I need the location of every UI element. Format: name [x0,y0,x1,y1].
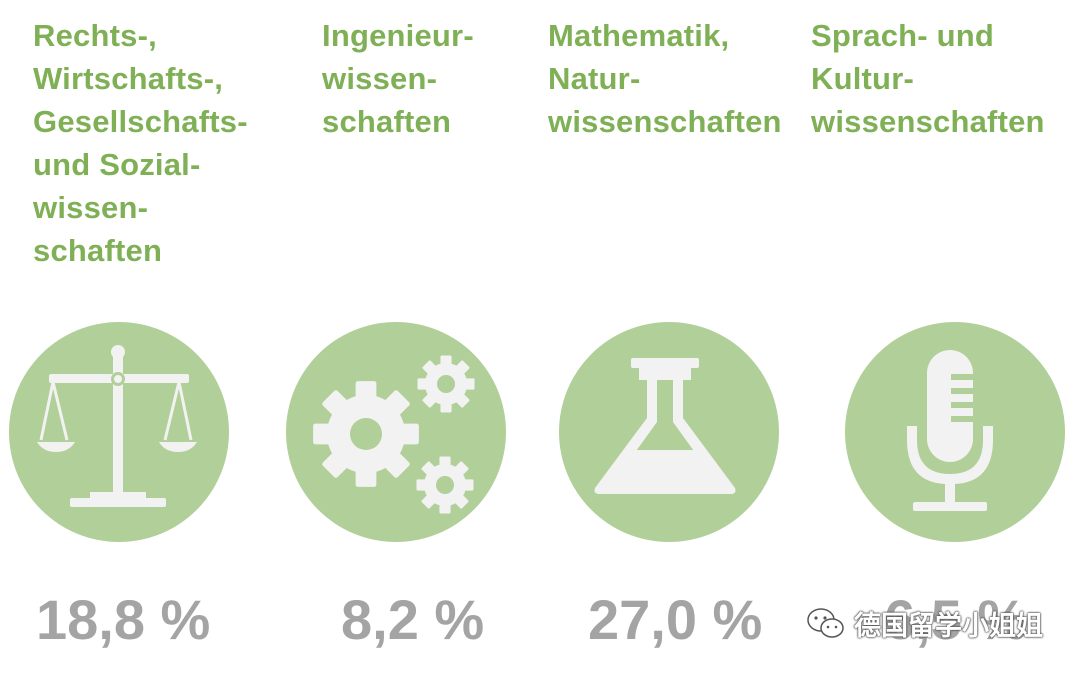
watermark-text: 德国留学小姐姐 [854,611,1043,642]
category-percentage: 18,8 % [36,588,211,651]
category-icon-circle [845,322,1065,542]
category-title: Ingenieur- wissen- schaften [322,18,474,139]
category-title: Rechts-, Wirtschafts-, Gesellschafts- un… [33,18,248,268]
lab-flask-icon [594,358,736,494]
category-title: Mathematik, Natur- wissenschaften [548,18,782,139]
category-title: Sprach- und Kultur- wissenschaften [811,18,1045,139]
category-percentage: 8,2 % [341,588,485,651]
gears-icon [313,355,475,514]
category-icon-circle [559,322,779,542]
category-percentage: 27,0 % [588,588,763,651]
scales-of-justice-icon [37,345,197,507]
category-percentage: 6,5 % [884,588,1028,651]
microphone-icon [907,350,993,511]
watermark: 德国留学小姐姐 [806,604,1043,643]
wechat-logo-icon [807,607,844,638]
category-icon-circle [286,322,506,542]
category-icon-circle [9,322,229,542]
